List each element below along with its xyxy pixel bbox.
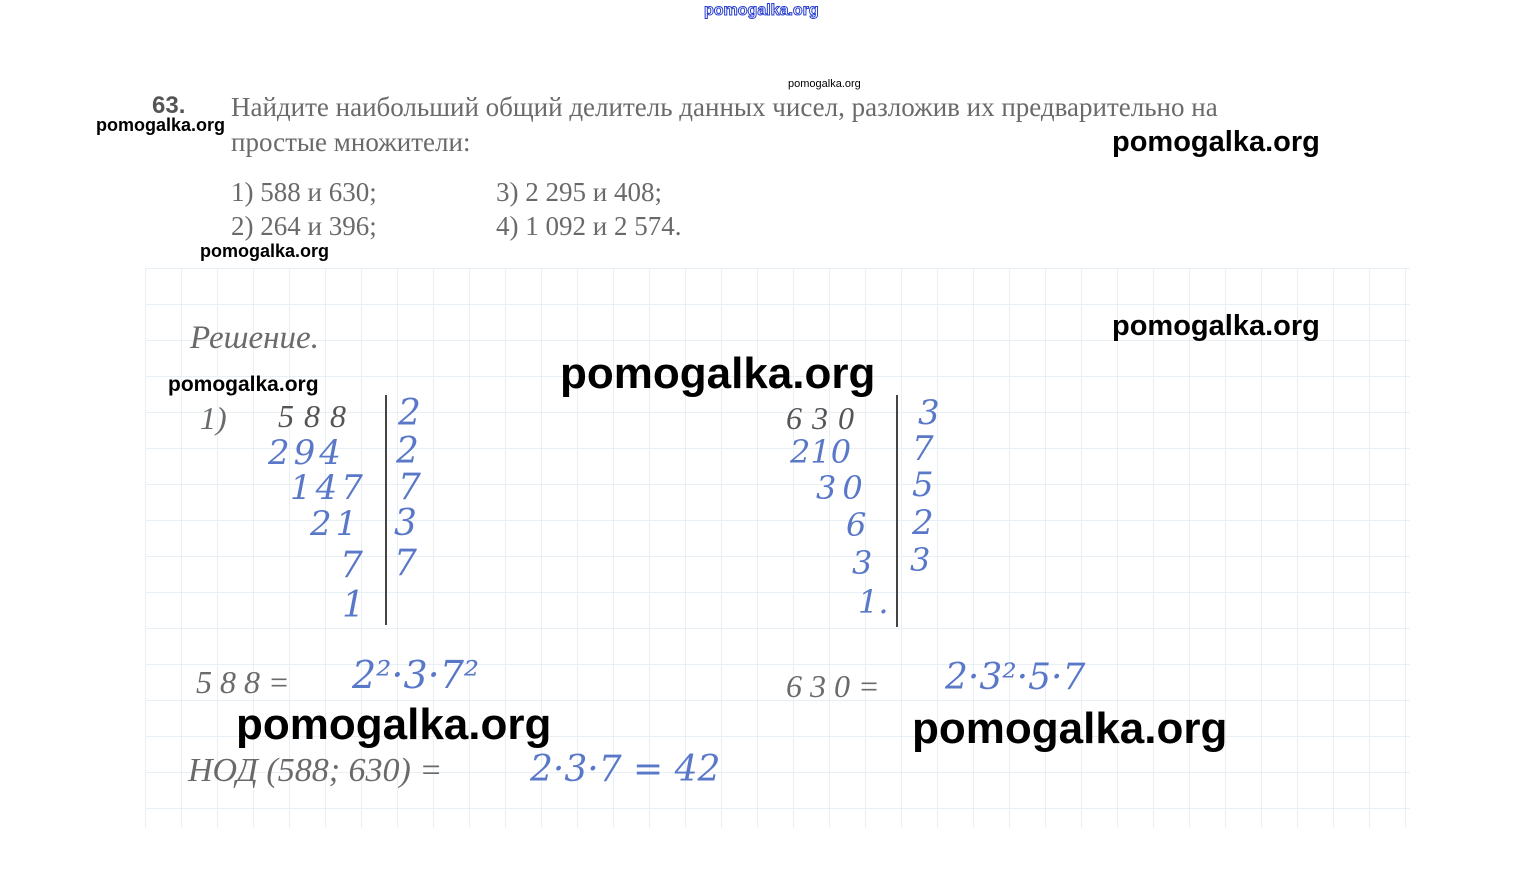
problem-item-3: 3) 2 295 и 408;	[496, 177, 662, 207]
left-divisor: 3	[394, 503, 417, 544]
part-label: 1)	[200, 400, 227, 436]
left-factorization: 2²·3·7²	[352, 653, 480, 697]
problem-item-2: 2) 264 и 396;	[231, 211, 377, 241]
left-divisor: 7	[394, 543, 417, 584]
right-quotient: 30	[816, 469, 869, 507]
left-divisor: 2	[398, 393, 421, 434]
solution-heading: Решение.	[190, 320, 319, 356]
left-equation-label: 5 8 8 =	[196, 664, 290, 700]
left-quotient: 21	[310, 504, 362, 544]
right-divisor: 7	[912, 429, 934, 469]
right-divisor: 2	[912, 503, 934, 543]
right-divisor: 3	[910, 541, 931, 579]
right-equation-label: 6 3 0 =	[786, 668, 880, 704]
right-divisor: 5	[912, 465, 934, 505]
right-division-line	[896, 395, 898, 627]
watermark: pomogalka.org	[168, 373, 319, 396]
problem-text-line2: простые множители:	[231, 127, 471, 157]
left-quotient: 1	[342, 585, 365, 626]
left-number: 588	[278, 398, 356, 434]
right-quotient: 210	[790, 433, 852, 471]
left-quotient: 147	[290, 468, 367, 508]
gcd-label: НОД (588; 630) =	[188, 752, 443, 789]
watermark: pomogalka.org	[788, 78, 861, 90]
watermark: pomogalka.org	[96, 115, 226, 135]
watermark: pomogalka.org	[1112, 310, 1320, 342]
left-quotient: 7	[340, 545, 363, 586]
problem-item-4: 4) 1 092 и 2 574.	[496, 211, 682, 241]
problem-text-line1: Найдите наибольший общий делитель данных…	[231, 92, 1218, 122]
watermark: pomogalka.org	[200, 241, 330, 261]
right-quotient: 6	[846, 506, 867, 544]
left-divisor: 2	[396, 431, 419, 472]
top-watermark: pomogalka.org	[704, 2, 820, 19]
watermark: pomogalka.org	[912, 704, 1228, 753]
watermark: pomogalka.org	[1112, 126, 1320, 158]
right-divisor: 3	[918, 393, 940, 433]
watermark: pomogalka.org	[560, 349, 876, 398]
right-number: 630	[786, 400, 864, 436]
right-quotient: 1.	[858, 583, 889, 621]
graph-paper-background	[145, 268, 1410, 828]
watermark: pomogalka.org	[236, 700, 552, 749]
left-divisor: 7	[398, 467, 421, 508]
right-factorization: 2·3²·5·7	[945, 657, 1086, 698]
right-quotient: 3	[852, 544, 873, 582]
left-division-line	[385, 395, 387, 625]
gcd-value: 2·3·7 = 42	[530, 749, 721, 790]
left-quotient: 294	[268, 433, 345, 473]
problem-item-1: 1) 588 и 630;	[231, 177, 377, 207]
problem-number: 63.	[152, 92, 186, 119]
